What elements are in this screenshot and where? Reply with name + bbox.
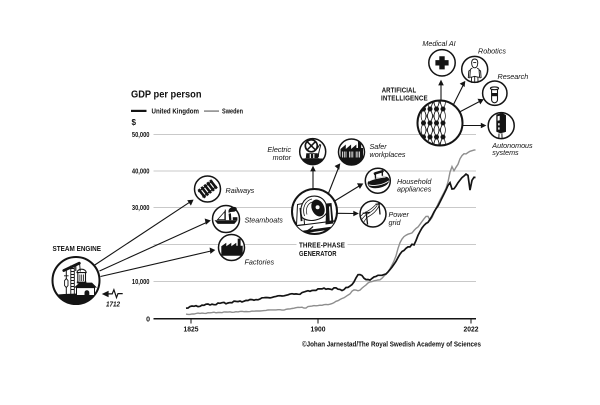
- svg-text:motor: motor: [273, 153, 292, 162]
- svg-text:Factories: Factories: [245, 257, 275, 266]
- svg-text:Research: Research: [498, 72, 529, 81]
- svg-text:$: $: [132, 118, 137, 127]
- svg-text:appliances: appliances: [397, 185, 432, 194]
- svg-text:Medical AI: Medical AI: [422, 39, 455, 48]
- svg-text:1900: 1900: [311, 327, 326, 334]
- svg-text:Steamboats: Steamboats: [245, 215, 284, 224]
- svg-text:50,000: 50,000: [132, 132, 150, 139]
- svg-text:1712: 1712: [106, 300, 120, 309]
- svg-text:Robotics: Robotics: [478, 47, 506, 56]
- svg-text:Sweden: Sweden: [222, 109, 243, 116]
- svg-text:10,000: 10,000: [132, 279, 150, 286]
- svg-text:40,000: 40,000: [132, 169, 150, 176]
- svg-text:grid: grid: [389, 218, 402, 227]
- svg-text:30,000: 30,000: [132, 205, 150, 212]
- svg-text:INTELLIGENCE: INTELLIGENCE: [381, 94, 428, 103]
- svg-text:workplaces: workplaces: [370, 150, 406, 159]
- svg-text:systems: systems: [492, 148, 519, 157]
- svg-text:1825: 1825: [184, 327, 199, 334]
- svg-text:©Johan Jarnestad/The Royal Swe: ©Johan Jarnestad/The Royal Swedish Acade…: [302, 340, 481, 349]
- svg-text:United Kingdom: United Kingdom: [152, 109, 200, 116]
- svg-text:2022: 2022: [464, 327, 479, 334]
- svg-text:Railways: Railways: [226, 186, 255, 195]
- svg-text:GDP per person: GDP per person: [131, 89, 202, 100]
- svg-text:GENERATOR: GENERATOR: [299, 249, 337, 258]
- svg-text:STEAM ENGINE: STEAM ENGINE: [53, 244, 102, 253]
- svg-text:0: 0: [146, 316, 150, 323]
